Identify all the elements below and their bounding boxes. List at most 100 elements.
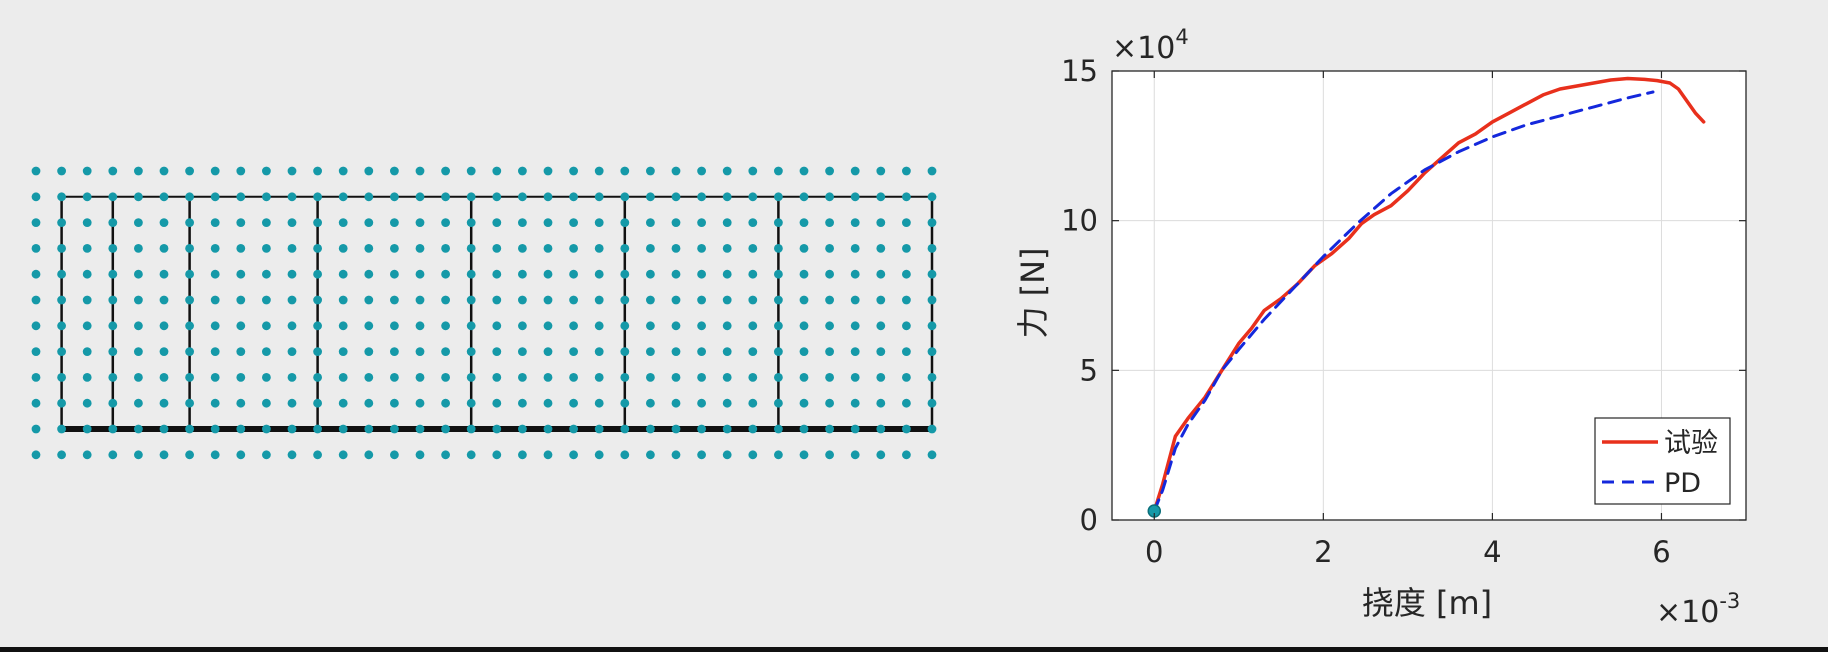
particle-dot (748, 244, 758, 253)
particle-dot (620, 398, 630, 408)
particle-dot (518, 373, 527, 382)
particle-dot (620, 166, 630, 176)
particle-dot (671, 166, 681, 176)
particle-dot (390, 373, 399, 382)
particle-dot (262, 321, 271, 331)
particle-dot (543, 192, 553, 202)
particle-dot (850, 192, 860, 202)
particle-dot (338, 295, 348, 305)
particle-dot (876, 192, 886, 202)
particle-dot (646, 244, 655, 253)
particle-dot (569, 373, 578, 382)
particle-dot (569, 295, 578, 305)
particle-dot (466, 424, 476, 434)
particle-dot (466, 450, 476, 460)
particle-dot (799, 347, 809, 356)
particle-dots (31, 166, 937, 460)
particle-dot (338, 398, 348, 408)
particle-dot (390, 218, 399, 228)
particle-dot (364, 450, 374, 460)
particle-dot (134, 398, 143, 408)
particle-dot (134, 218, 143, 228)
particle-dot (543, 244, 553, 253)
x-scale-label: ×10-3 (1656, 589, 1740, 630)
particle-dot (134, 244, 143, 253)
particle-dot (722, 269, 732, 279)
particle-dot (569, 398, 578, 408)
particle-dot (646, 373, 655, 382)
particle-dot (927, 295, 937, 305)
particle-dot (697, 398, 706, 408)
particle-dot (441, 347, 450, 356)
particle-dot (364, 373, 374, 382)
particle-dot (134, 192, 143, 202)
particle-dot (697, 192, 706, 202)
particle-dot (646, 218, 655, 228)
particle-dot (825, 398, 834, 408)
particle-dot (543, 321, 553, 331)
particle-dot (825, 269, 834, 279)
particle-dot (390, 192, 399, 202)
y-scale-base: ×10 (1112, 31, 1175, 66)
particle-dot (287, 269, 297, 279)
particle-dot (594, 424, 604, 434)
particle-dot (134, 373, 143, 382)
particle-dot (543, 269, 553, 279)
particle-dot (185, 192, 195, 202)
particle-dot (594, 218, 604, 228)
particle-dot (722, 166, 732, 176)
particle-dot (825, 321, 834, 331)
particle-dot (620, 269, 630, 279)
particle-dot (31, 295, 41, 305)
particle-dot (671, 347, 681, 356)
particle-dot (671, 192, 681, 202)
y-tick-label: 10 (1061, 204, 1098, 238)
particle-dot (799, 424, 809, 434)
particle-dot (108, 166, 118, 176)
particle-dot (697, 166, 706, 176)
particle-dot (646, 398, 655, 408)
particle-dot (31, 424, 41, 434)
particle-dot (646, 347, 655, 356)
particle-dot (236, 218, 246, 228)
particle-dot (287, 321, 297, 331)
particle-dot (876, 398, 886, 408)
particle-dot (390, 166, 399, 176)
particle-dot (441, 295, 450, 305)
particle-dot (159, 398, 169, 408)
particle-dot (159, 218, 169, 228)
particle-dot (210, 373, 220, 382)
particle-dot (210, 192, 220, 202)
particle-dot (82, 373, 92, 382)
particle-dot (722, 424, 732, 434)
particle-dot (799, 450, 809, 460)
particle-dot (338, 450, 348, 460)
particle-dot (31, 192, 41, 202)
particle-dot (492, 450, 502, 460)
particle-dot (850, 244, 860, 253)
particle-dot (825, 244, 834, 253)
particle-dot (466, 244, 476, 253)
particle-dot (646, 295, 655, 305)
particle-dot (825, 295, 834, 305)
particle-dot (646, 424, 655, 434)
particle-dot (518, 398, 527, 408)
particle-dot (441, 321, 450, 331)
particle-dot (518, 424, 527, 434)
particle-dot (748, 398, 758, 408)
particle-dot (185, 424, 195, 434)
particle-dot (671, 321, 681, 331)
particle-dot (262, 424, 271, 434)
particle-dot (927, 192, 937, 202)
particle-dot (927, 398, 937, 408)
particle-dot (390, 424, 399, 434)
particle-dot (697, 450, 706, 460)
particle-dot (927, 244, 937, 253)
particle-dot (722, 373, 732, 382)
particle-dot (799, 192, 809, 202)
particle-dot (722, 347, 732, 356)
particle-dot (262, 373, 271, 382)
particle-dot (210, 321, 220, 331)
particle-dot (57, 295, 66, 305)
